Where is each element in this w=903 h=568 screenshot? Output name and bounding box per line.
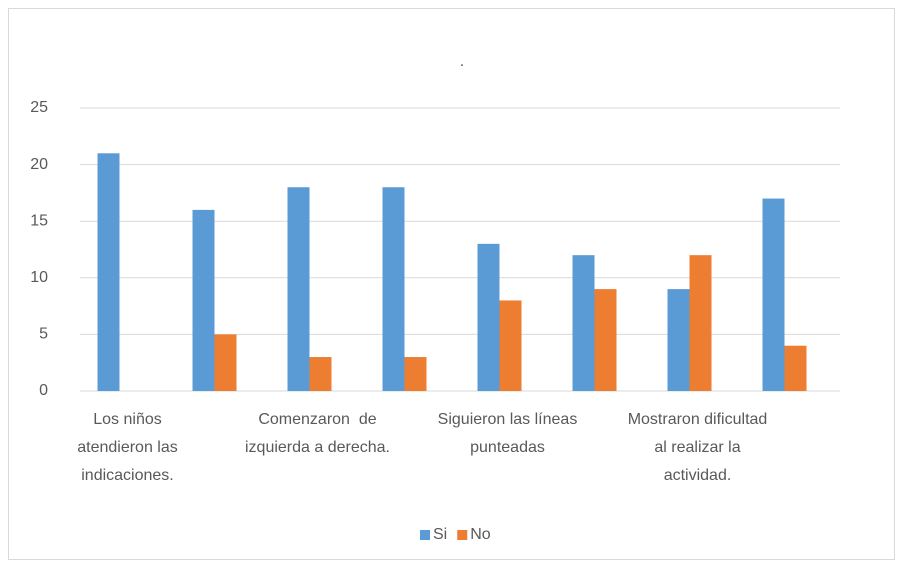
bar [667, 289, 690, 391]
legend-label: No [470, 526, 491, 543]
y-tick-label: 20 [30, 156, 48, 173]
bar [762, 198, 785, 391]
y-tick-label: 15 [30, 212, 48, 229]
x-tick-label: Los niños atendieron las indicaciones. [77, 411, 178, 484]
x-tick-label: Comenzaron de izquierda a derecha. [245, 411, 390, 456]
bar [382, 187, 405, 391]
bar [214, 334, 237, 391]
y-tick-label: 0 [39, 382, 48, 399]
bar [309, 357, 332, 391]
legend-swatch [457, 530, 468, 540]
bar [784, 345, 807, 391]
bar [97, 153, 120, 391]
bar [192, 209, 215, 391]
bar [477, 243, 500, 391]
bar [689, 255, 712, 391]
y-tick-label: 10 [30, 269, 48, 286]
y-tick-label: 25 [30, 99, 48, 116]
legend-swatch [420, 530, 430, 540]
x-tick-label: Siguieron las líneas punteadas [437, 411, 578, 456]
bar [404, 357, 427, 391]
bar [499, 300, 522, 391]
legend-label: Si [433, 526, 447, 543]
y-tick-label: 5 [39, 326, 48, 343]
chart-border [8, 8, 895, 560]
bar [572, 255, 595, 391]
bar [287, 187, 310, 391]
x-tick-label: Mostraron dificultad al realizar la acti… [627, 411, 768, 484]
bar [594, 289, 617, 391]
chart-title: . [460, 53, 464, 70]
